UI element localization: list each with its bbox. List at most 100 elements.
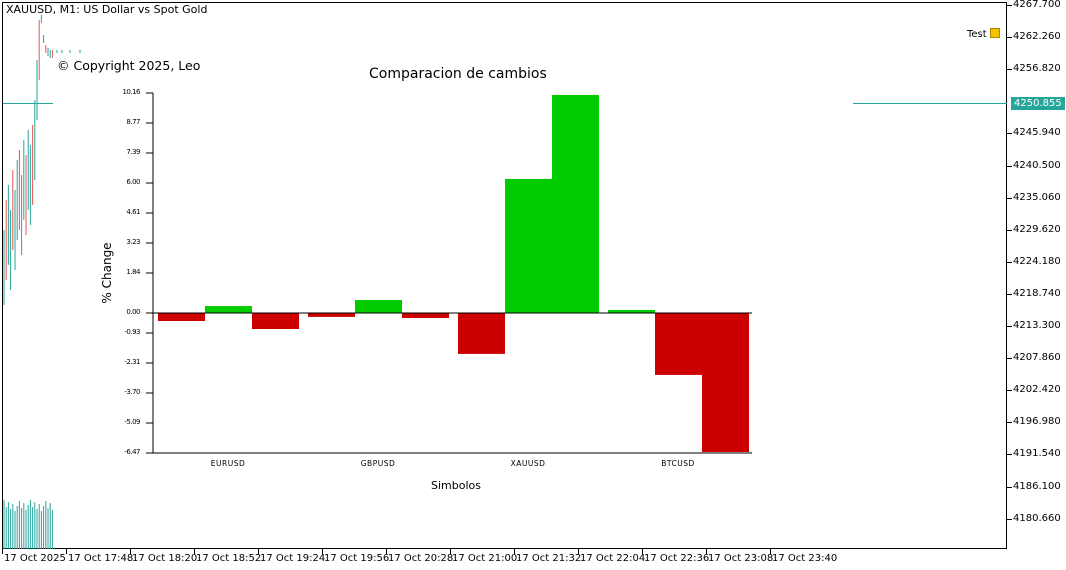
price-label: 4218.740 (1013, 287, 1061, 299)
bar-eurusd-0 (158, 313, 205, 322)
price-tick (1007, 5, 1012, 6)
y-tick-label: 8.77 (126, 118, 140, 126)
object-label-text: Test (967, 29, 987, 40)
price-label: 4196.980 (1013, 416, 1061, 428)
y-tick-label: 3.23 (126, 238, 140, 246)
price-tick (1007, 358, 1012, 360)
bar-eurusd-2 (252, 313, 299, 330)
price-tick (1007, 261, 1012, 263)
time-tick (66, 549, 67, 554)
y-tick-label: 1.84 (126, 268, 140, 276)
price-tick (1007, 454, 1012, 456)
chart-title: XAUUSD, M1: US Dollar vs Spot Gold (6, 3, 208, 16)
y-tick-label: -3.70 (124, 388, 140, 396)
price-tick (1007, 390, 1012, 392)
price-tick (1007, 37, 1012, 39)
current-price-badge: 4250.855 (1011, 97, 1065, 110)
bar-btcusd-2 (702, 313, 749, 452)
time-tick (322, 549, 323, 554)
time-tick (578, 549, 579, 554)
price-label: 4235.060 (1013, 191, 1061, 203)
time-label: 17 Oct 2025 (4, 553, 66, 564)
time-label: 17 Oct 22:36 (644, 553, 710, 564)
time-label: 17 Oct 22:04 (580, 553, 646, 564)
price-label: 4240.500 (1013, 159, 1061, 171)
y-tick-label: 10.16 (122, 88, 140, 96)
price-tick (1007, 326, 1012, 327)
bar-chart-title: Comparacion de cambios (369, 66, 547, 82)
time-tick (258, 549, 259, 554)
price-label: 4262.260 (1013, 31, 1061, 43)
price-tick (1007, 165, 1012, 167)
y-tick-label: -6.47 (124, 448, 140, 456)
price-label: 4186.100 (1013, 480, 1061, 492)
bar-btcusd-0 (608, 309, 655, 313)
time-label: 17 Oct 23:40 (772, 553, 838, 564)
price-tick (1007, 69, 1012, 71)
time-label: 17 Oct 21:32 (516, 553, 582, 564)
price-line-left (3, 103, 53, 104)
y-tick-label: -2.31 (124, 358, 140, 366)
price-line-right (853, 103, 1007, 104)
price-label: 4267.700 (1013, 0, 1061, 10)
x-axis-label: Simbolos (431, 479, 481, 492)
object-label[interactable]: Test (967, 28, 1000, 40)
bar-eurusd-1 (205, 306, 252, 313)
price-label: 4202.420 (1013, 384, 1061, 396)
bar-gbpusd-1 (355, 300, 402, 313)
copyright-label: © Copyright 2025, Leo (57, 58, 201, 73)
time-label: 17 Oct 18:52 (196, 553, 262, 564)
bar-xauusd-2 (552, 94, 599, 313)
price-label: 4224.180 (1013, 255, 1061, 267)
time-label: 17 Oct 23:08 (708, 553, 774, 564)
price-label: 4207.860 (1013, 352, 1061, 364)
bar-xauusd-0 (458, 313, 505, 354)
time-tick (514, 549, 515, 554)
bar-xauusd-1 (505, 178, 552, 313)
time-label: 17 Oct 21:00 (452, 553, 518, 564)
y-tick-label: 0.00 (126, 308, 140, 316)
time-tick (386, 549, 387, 554)
x-category-label: EURUSD (210, 459, 246, 468)
y-tick-label: -5.09 (124, 418, 140, 426)
bar-gbpusd-0 (308, 313, 355, 317)
price-label: 4245.940 (1013, 127, 1061, 139)
x-category-label: BTCUSD (661, 459, 695, 468)
note-icon (989, 28, 1000, 38)
price-tick (1007, 422, 1012, 424)
time-tick (2, 549, 3, 554)
time-tick (450, 549, 451, 554)
price-tick (1007, 133, 1012, 135)
bar-btcusd-1 (655, 313, 702, 375)
time-tick (770, 549, 771, 554)
x-category-label: GBPUSD (360, 459, 396, 468)
price-tick (1007, 293, 1012, 295)
time-label: 17 Oct 20:28 (388, 553, 454, 564)
price-label: 4213.300 (1013, 320, 1061, 331)
price-label: 4180.660 (1013, 512, 1061, 524)
y-tick-label: -0.93 (124, 328, 140, 336)
time-tick (706, 549, 707, 554)
y-tick-label: 6.00 (126, 178, 140, 186)
chart-window[interactable] (2, 2, 1007, 549)
y-tick-label: 4.61 (126, 208, 140, 216)
price-tick (1007, 197, 1012, 199)
price-label: 4229.620 (1013, 223, 1061, 235)
y-tick-label: 7.39 (126, 148, 140, 156)
price-label: 4256.820 (1013, 63, 1061, 75)
time-tick (642, 549, 643, 554)
x-category-label: XAUUSD (510, 459, 546, 468)
time-label: 17 Oct 19:24 (260, 553, 326, 564)
bar-gbpusd-2 (402, 313, 449, 318)
price-tick (1007, 486, 1012, 488)
price-label: 4191.540 (1013, 448, 1061, 460)
time-tick (194, 549, 195, 554)
time-label: 17 Oct 18:20 (132, 553, 198, 564)
time-label: 17 Oct 19:56 (324, 553, 390, 564)
time-label: 17 Oct 17:48 (68, 553, 134, 564)
time-tick (130, 549, 131, 554)
price-tick (1007, 229, 1012, 231)
price-tick (1007, 518, 1012, 520)
